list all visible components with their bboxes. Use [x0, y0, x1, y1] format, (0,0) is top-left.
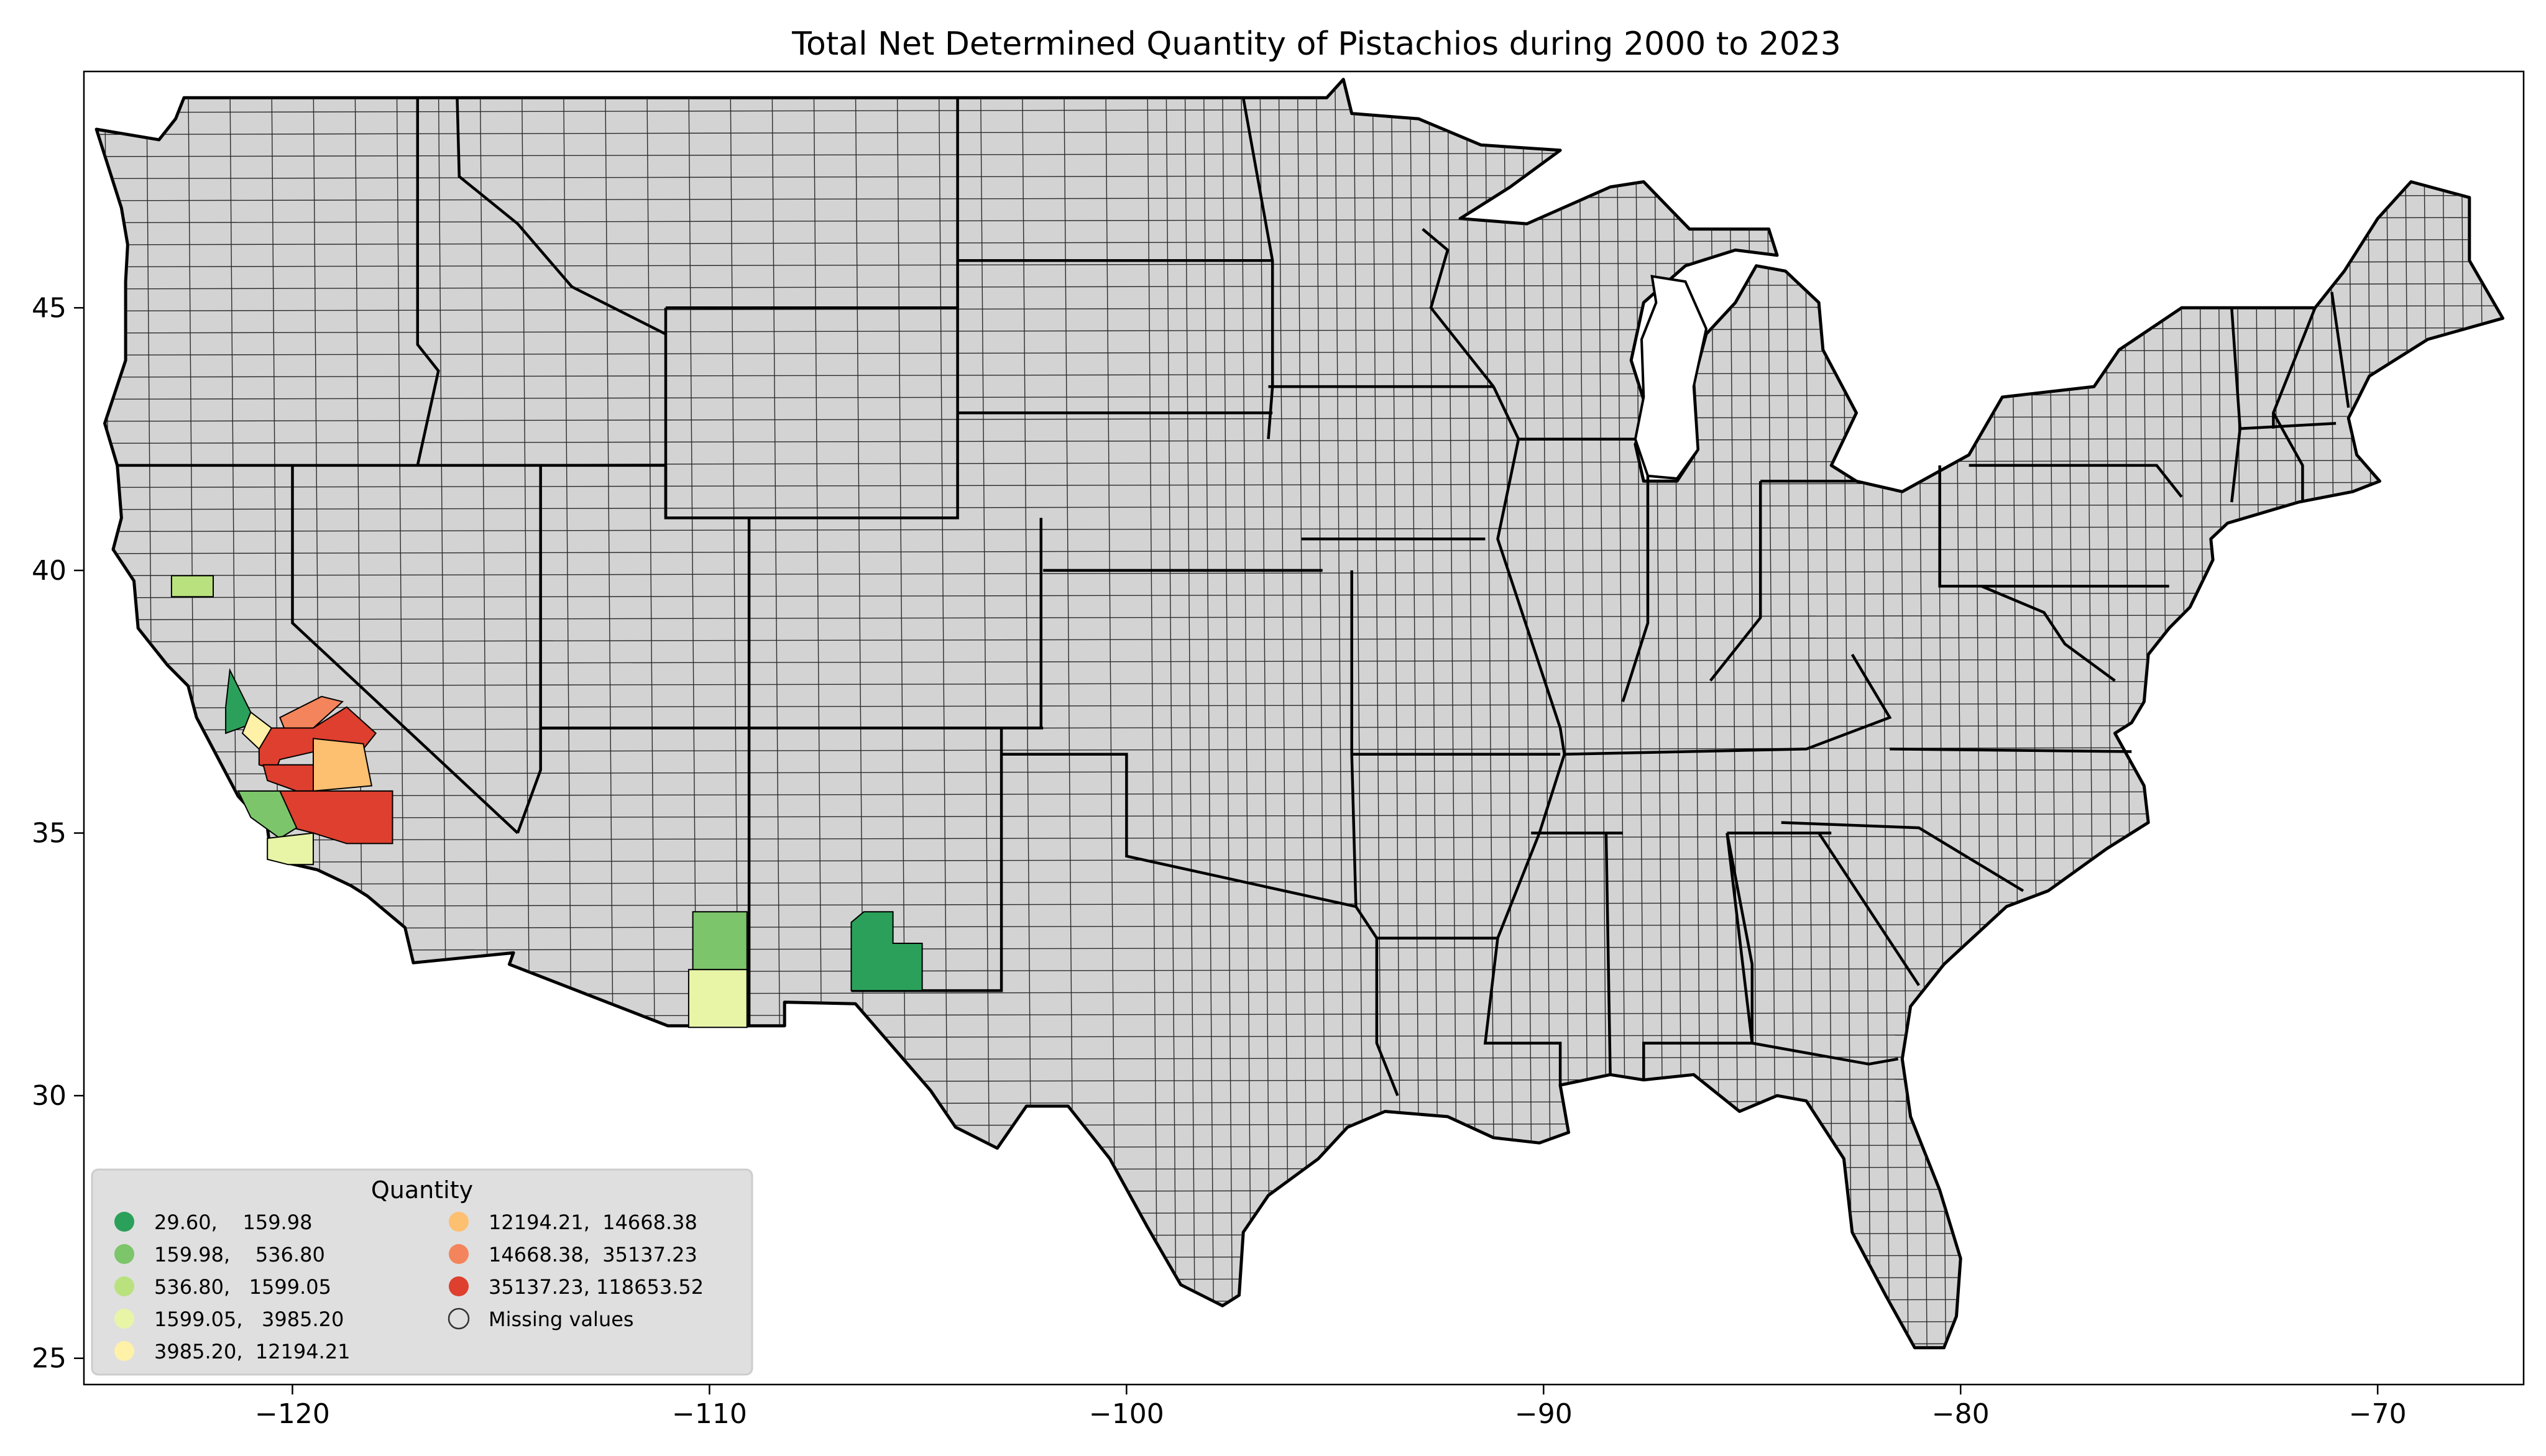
state-line: [2240, 422, 2337, 430]
state-line: [1781, 821, 2024, 892]
state-line: [1375, 938, 1399, 1096]
legend-marker: [114, 1309, 134, 1329]
state-line: [1890, 748, 2132, 753]
y-tick-label: 25: [32, 1343, 67, 1375]
legend-label: 12194.21, 14668.38: [489, 1211, 697, 1234]
state-line: [1642, 833, 1754, 1080]
state-line: [516, 465, 542, 834]
county-region: [313, 738, 373, 792]
legend-entries: 29.60, 159.98 159.98, 536.80 536.80, 1599.…: [114, 1211, 704, 1363]
legend-marker: [114, 1276, 134, 1296]
chart-title: Total Net Determined Quantity of Pistach…: [791, 25, 1841, 63]
state-line: [2330, 291, 2350, 408]
state-line: [1818, 832, 1920, 986]
state-line: [1969, 464, 2183, 498]
y-tick-label: 35: [32, 818, 67, 849]
state-line: [291, 465, 519, 835]
state-line: [1001, 753, 1356, 909]
legend-label: 1599.05, 3985.20: [154, 1307, 344, 1331]
x-tick-label: −80: [1932, 1398, 1990, 1430]
state-line: [416, 98, 440, 466]
legend-box: [91, 1168, 753, 1376]
county-region: [687, 969, 748, 1028]
state-line: [456, 98, 667, 336]
legend-label: 536.80, 1599.05: [154, 1275, 331, 1299]
state-line: [2271, 307, 2317, 503]
county-region: [850, 911, 923, 992]
state-line: [1938, 539, 2116, 682]
state-line: [1422, 227, 1495, 388]
state-line: [1604, 833, 1612, 1075]
state-line: [664, 306, 959, 520]
county-region: [237, 790, 298, 840]
lake-michigan: [1634, 275, 1708, 480]
legend-marker: [449, 1212, 469, 1232]
county-region: [225, 668, 256, 735]
county-region: [170, 575, 214, 598]
x-tick-label: −120: [255, 1398, 330, 1430]
legend-marker: [114, 1244, 134, 1264]
legend-marker: [114, 1212, 134, 1232]
state-line: [1564, 654, 1892, 756]
y-axis: 25 30 35 40 45: [32, 292, 84, 1375]
x-tick-label: −110: [672, 1398, 747, 1430]
legend-label: 14668.38, 35137.23: [489, 1243, 697, 1266]
state-line: [1709, 481, 1762, 682]
plot-frame: [83, 70, 2525, 1386]
state-line: [1241, 97, 1274, 439]
state-boundaries: [117, 97, 2350, 1096]
x-tick-label: −90: [1515, 1398, 1573, 1430]
legend-label: 3985.20, 12194.21: [154, 1340, 351, 1363]
y-tick-label: 40: [32, 555, 67, 587]
state-line: [1752, 1042, 1898, 1066]
legend-marker: [449, 1276, 469, 1296]
state-line: [1621, 475, 1650, 702]
state-line: [1726, 833, 1754, 1043]
y-tick-label: 45: [32, 292, 67, 324]
legend-marker: [114, 1341, 134, 1361]
legend-label: 159.98, 536.80: [154, 1243, 325, 1266]
choropleth-regions: [170, 575, 923, 1028]
legend-title: Quantity: [371, 1176, 473, 1204]
legend-label: 35137.23, 118653.52: [489, 1275, 704, 1299]
state-line: [1350, 754, 1498, 940]
legend: Quantity 29.60, 159.98 159.98, 536.80 536.…: [91, 1168, 753, 1376]
x-tick-label: −70: [2349, 1398, 2407, 1430]
county-region: [267, 832, 314, 866]
legend-label: Missing values: [489, 1307, 634, 1331]
legend-marker: [448, 1307, 470, 1330]
legend-marker: [449, 1244, 469, 1264]
x-axis: −120 −110 −100 −90 −80 −70: [255, 1385, 2407, 1430]
county-region: [692, 911, 748, 971]
x-tick-label: −100: [1089, 1398, 1164, 1430]
legend-label: 29.60, 159.98: [154, 1211, 312, 1234]
y-tick-label: 30: [32, 1080, 67, 1112]
